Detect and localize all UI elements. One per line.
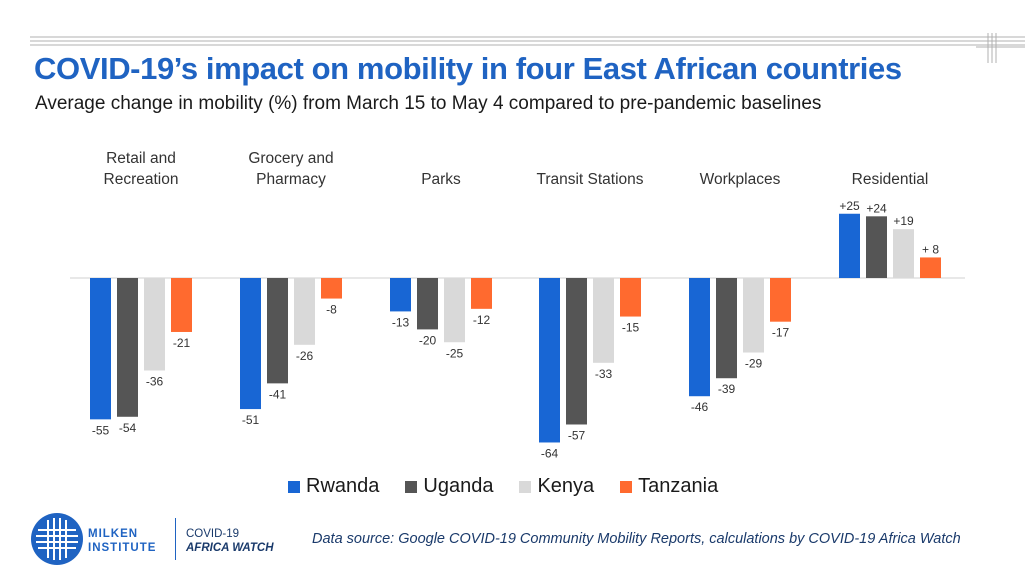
bar-uganda bbox=[716, 278, 737, 379]
bar-tanzania bbox=[471, 278, 492, 309]
data-label: -33 bbox=[595, 367, 613, 381]
category-label: Parks bbox=[421, 171, 461, 188]
bar-rwanda bbox=[689, 278, 710, 397]
data-label: -41 bbox=[269, 387, 287, 401]
data-label: -17 bbox=[772, 326, 790, 340]
legend-swatch bbox=[405, 480, 418, 493]
milken-institute-wordmark: MILKEN INSTITUTE bbox=[88, 527, 156, 555]
legend-label: Tanzania bbox=[638, 475, 719, 497]
data-label: -29 bbox=[745, 357, 763, 371]
data-label: +19 bbox=[893, 214, 914, 228]
program-line-1: COVID-19 bbox=[186, 528, 240, 540]
category-label: Pharmacy bbox=[256, 171, 326, 188]
category-label: Residential bbox=[852, 171, 929, 188]
category-label: Grocery and bbox=[248, 150, 333, 167]
data-label: -54 bbox=[119, 421, 137, 435]
data-source-note: Data source: Google COVID-19 Community M… bbox=[312, 531, 961, 547]
bar-rwanda bbox=[539, 278, 560, 443]
data-label: -46 bbox=[691, 400, 709, 414]
milken-logo-icon bbox=[31, 513, 83, 565]
data-label: -57 bbox=[568, 428, 586, 442]
bar-kenya bbox=[294, 278, 315, 345]
bar-rwanda bbox=[90, 278, 111, 420]
bar-kenya bbox=[743, 278, 764, 353]
data-label: -12 bbox=[473, 313, 491, 327]
data-label: -36 bbox=[146, 375, 164, 389]
data-label: -25 bbox=[446, 346, 464, 360]
legend-swatch bbox=[288, 480, 300, 493]
bar-uganda bbox=[866, 216, 887, 278]
org-line-2: INSTITUTE bbox=[88, 542, 157, 554]
data-label: +24 bbox=[866, 201, 887, 215]
legend-label: Uganda bbox=[423, 475, 494, 497]
bar-uganda bbox=[417, 278, 438, 330]
data-label: -51 bbox=[242, 413, 260, 427]
footer-divider bbox=[175, 518, 176, 560]
program-wordmark: COVID-19 AFRICA WATCH bbox=[186, 527, 274, 555]
data-label: +25 bbox=[839, 199, 860, 213]
bar-kenya bbox=[144, 278, 165, 371]
bar-uganda bbox=[267, 278, 288, 384]
legend-swatch bbox=[519, 480, 532, 493]
data-label: -21 bbox=[173, 336, 191, 350]
chart-title: COVID-19’s impact on mobility in four Ea… bbox=[34, 51, 902, 86]
legend-item-kenya: Kenya bbox=[519, 475, 594, 498]
data-label: -15 bbox=[622, 321, 640, 335]
program-line-2: AFRICA WATCH bbox=[186, 542, 274, 554]
bar-rwanda bbox=[240, 278, 261, 410]
bar-rwanda bbox=[839, 213, 860, 278]
bar-rwanda bbox=[390, 278, 411, 312]
data-label: -39 bbox=[718, 382, 736, 396]
bar-tanzania bbox=[920, 257, 941, 278]
org-line-1: MILKEN bbox=[88, 528, 139, 540]
category-label: Workplaces bbox=[700, 171, 781, 188]
bar-uganda bbox=[117, 278, 138, 417]
data-label: -8 bbox=[326, 303, 337, 317]
category-label: Retail and bbox=[106, 150, 176, 167]
legend-swatch bbox=[620, 480, 633, 493]
data-label: -20 bbox=[419, 333, 437, 347]
legend: Rwanda Uganda Kenya Tanzania bbox=[288, 475, 744, 498]
legend-item-tanzania: Tanzania bbox=[620, 475, 718, 498]
data-label: + 8 bbox=[922, 242, 939, 256]
legend-label: Kenya bbox=[537, 475, 595, 497]
data-label: -64 bbox=[541, 446, 559, 460]
bar-tanzania bbox=[321, 278, 342, 299]
chart-subtitle: Average change in mobility (%) from Marc… bbox=[35, 93, 822, 114]
bar-chart: Retail and Recreation Grocery and Pharmacy P… bbox=[70, 150, 965, 460]
bar-kenya bbox=[593, 278, 614, 363]
legend-label: Rwanda bbox=[306, 475, 380, 497]
data-label: -55 bbox=[92, 423, 110, 437]
bar-uganda bbox=[566, 278, 587, 425]
legend-item-uganda: Uganda bbox=[405, 475, 493, 498]
bar-kenya bbox=[893, 229, 914, 278]
bar-tanzania bbox=[770, 278, 791, 322]
bar-kenya bbox=[444, 278, 465, 343]
category-label: Recreation bbox=[104, 171, 179, 188]
category-label: Transit Stations bbox=[536, 171, 643, 188]
bar-tanzania bbox=[620, 278, 641, 317]
bar-tanzania bbox=[171, 278, 192, 332]
data-label: -13 bbox=[392, 315, 410, 329]
header-rules bbox=[30, 33, 1025, 63]
legend-item-rwanda: Rwanda bbox=[288, 475, 379, 498]
data-label: -26 bbox=[296, 349, 314, 363]
